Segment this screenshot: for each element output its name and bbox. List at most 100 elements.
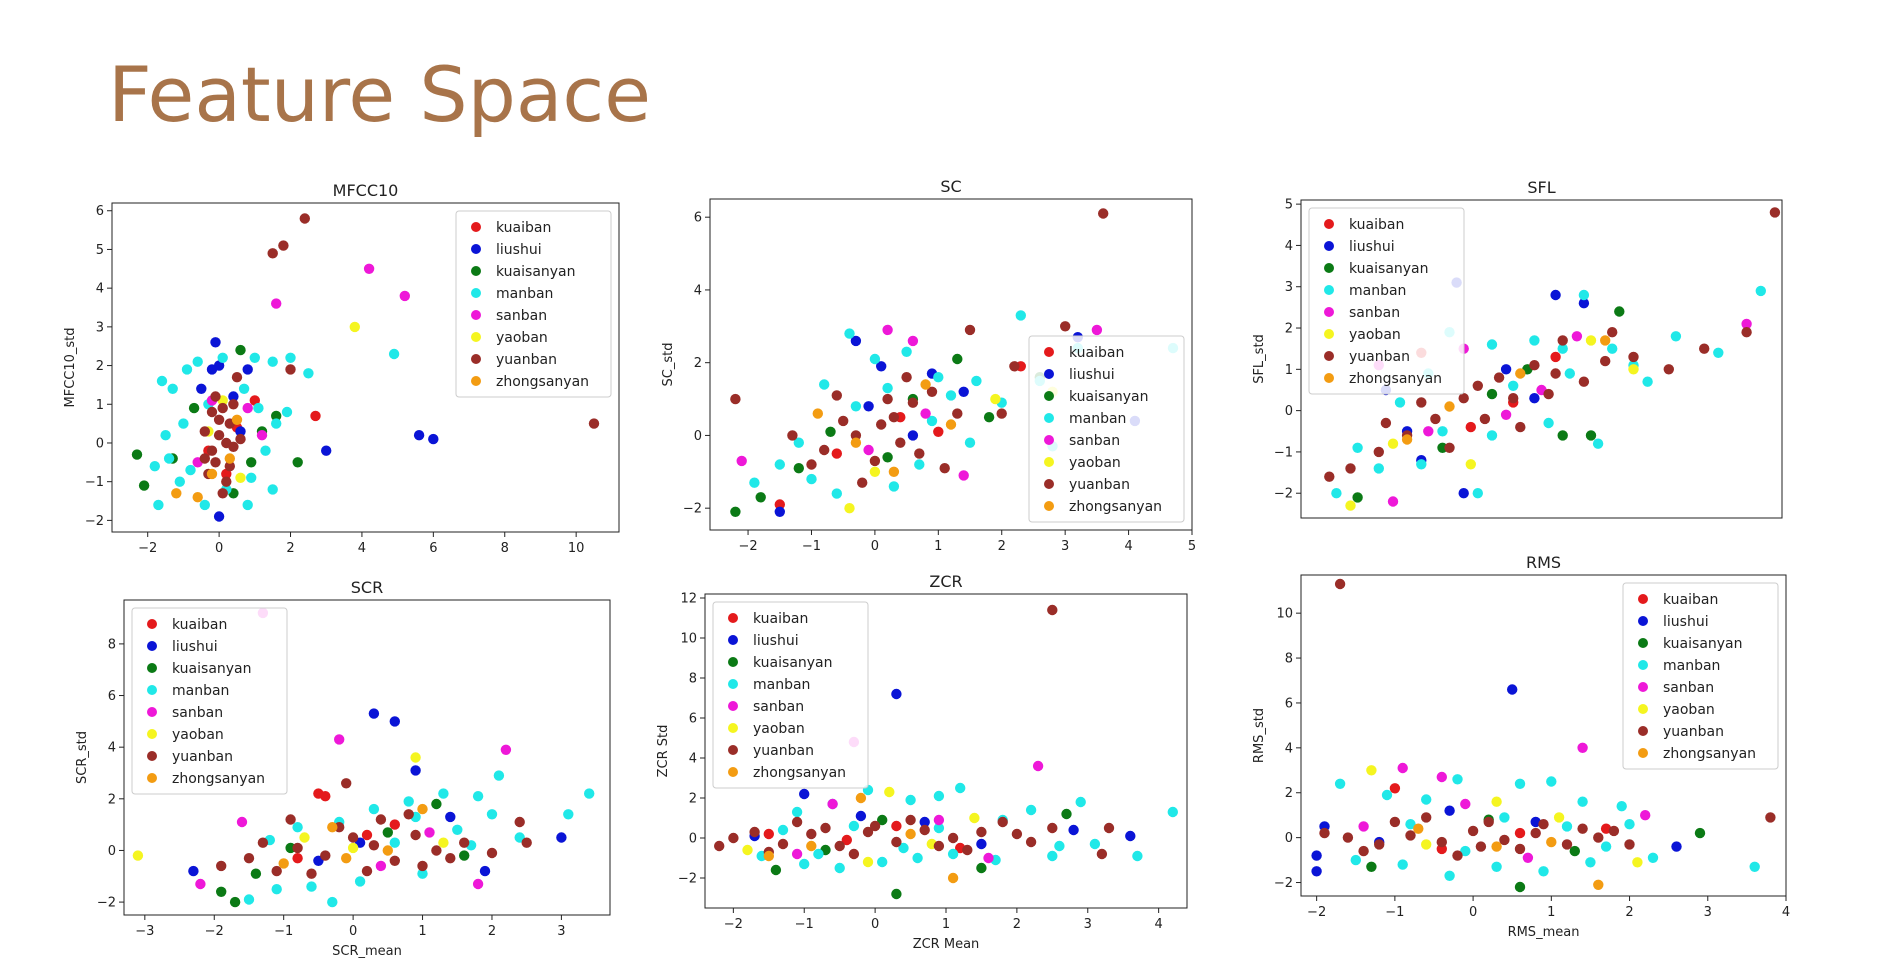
chart-3-point-manban-23 [1486, 430, 1498, 441]
chart-4-legend-marker-kuaisanyan [147, 663, 157, 673]
chart-2-point-yaoban-2 [990, 393, 1001, 405]
chart-6-legend-marker-yaoban [1638, 704, 1648, 714]
chart-3-ytick-label: 3 [1285, 280, 1293, 295]
chart-6-point-manban-9 [1749, 861, 1760, 872]
chart-3-point-yaoban-1 [1345, 500, 1356, 511]
chart-3-plot-frame [1300, 199, 1783, 519]
chart-1-point-manban-15 [271, 418, 282, 429]
chart-2-point-sanban-6 [863, 444, 874, 456]
chart-3-point-kuaiban-3 [1465, 421, 1476, 433]
chart-6-point-yaoban-4 [1421, 839, 1432, 850]
chart-2-point-manban-4 [844, 328, 855, 339]
chart-6-point-kuaisanyan-1 [1514, 881, 1526, 893]
chart-1-ytick-label: 3 [96, 320, 104, 335]
chart-1-title: MFCC10 [333, 181, 399, 200]
chart-1-legend-marker-zhongsanyan [471, 376, 481, 386]
chart-4-point-sanban-6 [375, 860, 387, 872]
chart-6-legend-label-kuaisanyan: kuaisanyan [1663, 636, 1743, 652]
chart-2-point-manban-20 [945, 390, 957, 401]
chart-6-point-manban-22 [1600, 841, 1612, 852]
chart-5-point-yuanban-12 [834, 840, 845, 852]
chart-6-point-liushui-1 [1507, 684, 1518, 695]
chart-2-point-yuanban-5 [1060, 321, 1071, 332]
chart-2-point-yuanban-12 [838, 415, 849, 427]
chart-3-point-sanban-1 [1387, 496, 1399, 507]
chart-4-point-yuanban-10 [368, 840, 380, 851]
chart-1-point-liushui-10 [213, 511, 225, 522]
chart-4-y-axis-label: SCR_std [75, 731, 90, 784]
chart-5-point-yuanban-25 [1025, 836, 1037, 848]
chart-5-point-manban-12 [799, 858, 810, 870]
chart-4-point-manban-20 [292, 822, 303, 833]
chart-5-xtick-label: 2 [1013, 917, 1021, 932]
chart-5-ytick-label: 2 [689, 792, 697, 807]
chart-3-legend-label-yuanban: yuanban [1349, 349, 1410, 365]
chart-3-legend-label-manban: manban [1349, 283, 1406, 299]
chart-6-ytick-label: 10 [1276, 607, 1293, 622]
chart-1-point-sanban-3 [271, 298, 282, 309]
chart-4-point-yuanban-4 [216, 860, 227, 872]
chart-5-point-kuaisanyan-4 [770, 864, 782, 876]
chart-6-point-sanban-4 [1640, 810, 1651, 821]
chart-3-legend-label-kuaiban: kuaiban [1349, 217, 1404, 233]
chart-3-point-yuanban-12 [1373, 446, 1384, 458]
chart-4-point-kuaiban-5 [389, 819, 400, 830]
chart-2-legend-box [1028, 335, 1185, 523]
chart-6-point-manban-21 [1460, 845, 1471, 857]
chart-6-point-kuaisanyan-5 [1569, 845, 1580, 857]
chart-1-xtick-label: 4 [358, 541, 366, 556]
chart-4-point-manban-16 [389, 837, 400, 848]
chart-2-xtick-label: 2 [998, 539, 1006, 554]
chart-3-point-kuaisanyan-1 [1352, 492, 1363, 503]
chart-2-point-yuanban-19 [787, 430, 798, 441]
chart-4-point-yuanban-21 [361, 865, 373, 877]
chart-2-legend-marker-zhongsanyan [1044, 501, 1054, 511]
chart-3-point-zhongsanyan-4 [1444, 401, 1455, 412]
chart-2-point-yuanban-24 [996, 408, 1007, 419]
chart-5-point-manban-4 [1025, 804, 1037, 816]
chart-5-point-zhongsanyan-1 [855, 792, 867, 804]
chart-3-point-liushui-8 [1529, 393, 1540, 404]
chart-4-legend-marker-liushui [147, 641, 157, 651]
chart-6-ytick-label: 8 [1285, 652, 1293, 667]
chart-2-point-sanban-3 [1091, 324, 1103, 336]
chart-6-point-yuanban-15 [1452, 850, 1463, 861]
chart-4-xtick-label: 0 [349, 924, 357, 939]
chart-1-point-liushui-8 [228, 391, 239, 402]
chart-5-point-yuanban-17 [905, 814, 916, 826]
chart-2-legend-marker-yaoban [1044, 457, 1054, 467]
chart-3-point-sanban-5 [1741, 318, 1752, 330]
chart-6-point-liushui-6 [1444, 805, 1455, 816]
chart-1-point-manban-13 [303, 368, 314, 379]
chart-5-point-yuanban-21 [869, 820, 881, 832]
chart-4-point-liushui-4 [556, 832, 567, 843]
chart-4-legend-label-sanban: sanban [172, 705, 223, 721]
chart-2-legend-label-kuaisanyan: kuaisanyan [1069, 389, 1149, 405]
chart-2-point-liushui-1 [850, 335, 862, 347]
chart-5-point-manban-6 [933, 790, 945, 802]
chart-5-point-yuanban-8 [947, 832, 959, 844]
chart-4-point-yuanban-23 [445, 853, 456, 864]
chart-3-point-yaoban-3 [1585, 335, 1597, 346]
chart-1-point-manban-6 [174, 476, 185, 487]
chart-6-point-manban-16 [1350, 854, 1361, 866]
chart-6-point-yuanban-7 [1499, 834, 1510, 846]
chart-6-legend-marker-kuaisanyan [1638, 638, 1648, 648]
chart-4-point-yuanban-22 [403, 809, 414, 820]
chart-6-legend-marker-sanban [1638, 682, 1648, 692]
chart-1-point-sanban-5 [242, 402, 253, 414]
chart-5-point-manban-5 [955, 782, 966, 794]
chart-6-legend-label-sanban: sanban [1663, 680, 1714, 696]
chart-3-point-manban-19 [1508, 380, 1519, 391]
chart-5-point-manban-26 [1089, 838, 1101, 850]
chart-6-xtick-label: 3 [1704, 905, 1712, 920]
chart-6-point-yuanban-4 [1593, 832, 1604, 843]
chart-3-ytick-label: 1 [1285, 363, 1293, 378]
chart-5-point-yuanban-23 [820, 822, 831, 834]
chart-1-point-sanban-2 [399, 290, 410, 302]
chart-2-point-yuanban-1 [1098, 208, 1109, 219]
chart-1-point-liushui-11 [235, 426, 246, 437]
chart-4-point-yuanban-14 [459, 837, 470, 848]
chart-4-point-manban-14 [354, 876, 366, 887]
chart-4-point-yaoban-2 [410, 752, 421, 763]
